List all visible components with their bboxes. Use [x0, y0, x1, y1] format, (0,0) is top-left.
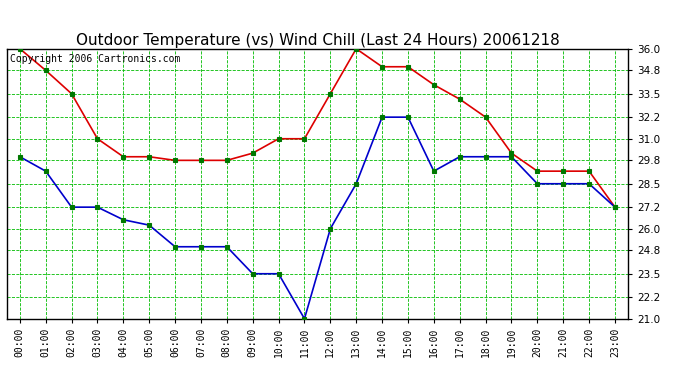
Text: Copyright 2006 Cartronics.com: Copyright 2006 Cartronics.com — [10, 54, 180, 64]
Title: Outdoor Temperature (vs) Wind Chill (Last 24 Hours) 20061218: Outdoor Temperature (vs) Wind Chill (Las… — [75, 33, 560, 48]
